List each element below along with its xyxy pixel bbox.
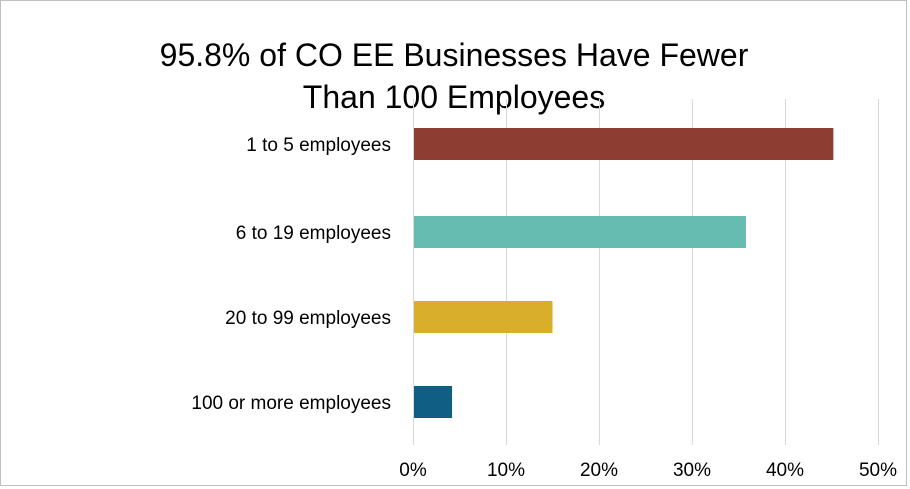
x-tick-label: 20% <box>580 460 618 481</box>
category-label: 20 to 99 employees <box>225 308 391 329</box>
category-label: 1 to 5 employees <box>246 135 391 156</box>
x-tick-label: 30% <box>673 460 711 481</box>
x-tick-label: 0% <box>399 460 427 481</box>
bar <box>413 216 746 248</box>
bar <box>413 386 453 418</box>
x-tick-label: 10% <box>487 460 525 481</box>
bar <box>413 128 834 160</box>
x-tick-label: 40% <box>766 460 804 481</box>
chart-title-line-1: 95.8% of CO EE Businesses Have Fewer <box>159 37 749 73</box>
category-label: 100 or more employees <box>191 393 391 414</box>
category-label: 6 to 19 employees <box>236 223 391 244</box>
bar <box>413 301 553 333</box>
chart-title-line-2: Than 100 Employees <box>302 79 606 115</box>
x-tick-label: 50% <box>859 460 897 481</box>
